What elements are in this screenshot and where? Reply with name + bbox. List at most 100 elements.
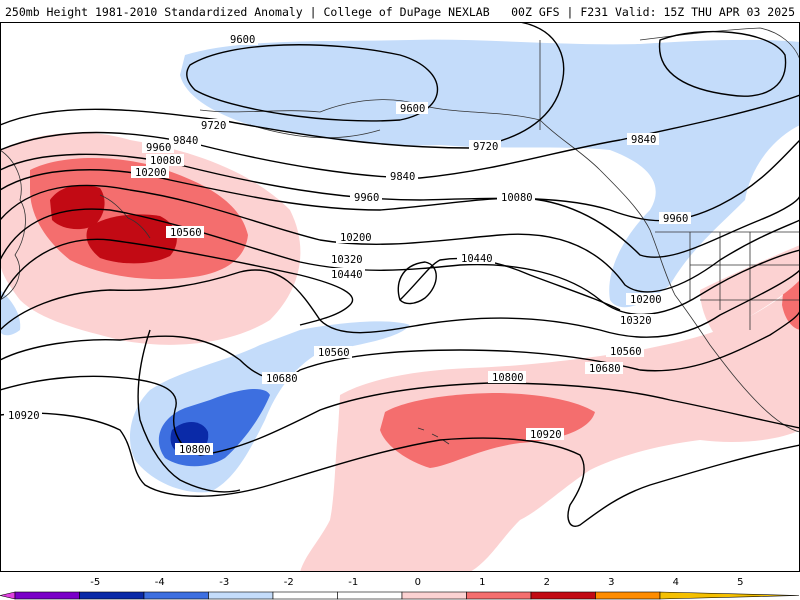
contour-label: 10080: [146, 154, 184, 167]
map-header: 250mb Height 1981-2010 Standardized Anom…: [0, 0, 800, 22]
legend-swatch: [401, 591, 467, 600]
legend-swatch: [79, 591, 145, 600]
svg-text:10320: 10320: [620, 315, 652, 327]
legend-swatch: [208, 591, 274, 600]
contour-9600-alaska: [186, 44, 439, 122]
contour-10320: [0, 208, 800, 316]
contour-label: 9840: [627, 133, 659, 146]
map-title: 250mb Height 1981-2010 Standardized Anom…: [5, 5, 490, 19]
contour-label: 9720: [469, 140, 501, 153]
svg-text:10080: 10080: [150, 155, 182, 167]
svg-text:10080: 10080: [501, 192, 533, 204]
contour-label: 9600: [396, 102, 428, 115]
svg-text:10800: 10800: [179, 444, 211, 456]
contour-label: 10560: [606, 345, 644, 358]
svg-text:10560: 10560: [610, 346, 642, 358]
svg-text:9960: 9960: [663, 213, 688, 225]
contour-label: 10560: [166, 226, 204, 239]
contour-10560-trough: [137, 329, 241, 493]
legend-tick-label: -2: [284, 577, 294, 588]
contour-label: 10440: [327, 268, 365, 281]
height-contours: [0, 22, 800, 527]
contour-10200: [0, 184, 800, 293]
legend-swatch: [14, 591, 80, 600]
svg-text:10440: 10440: [331, 269, 363, 281]
positive-anomaly-west-ridge-core-a: [50, 185, 105, 230]
legend-tick-label: 2: [544, 577, 550, 588]
contour-label: 10320: [616, 314, 654, 327]
color-legend: -5 -4 -3 -2 -1 0 1 2 3 4 5: [0, 577, 800, 600]
svg-text:10200: 10200: [630, 294, 662, 306]
contour-label: 9840: [169, 134, 201, 147]
svg-text:10680: 10680: [589, 363, 621, 375]
legend-tick-label: 4: [673, 577, 679, 588]
coast-japan: [99, 194, 151, 239]
svg-text:9600: 9600: [400, 103, 425, 115]
legend-color-bar: [0, 591, 800, 600]
contour-label: 10800: [488, 371, 526, 384]
contour-9600-arctic: [658, 30, 787, 97]
contour-label: 9600: [226, 33, 258, 46]
svg-text:9720: 9720: [473, 141, 498, 153]
legend-swatch: [466, 591, 532, 600]
contour-label: 10200: [131, 166, 169, 179]
legend-tick-label: -4: [155, 577, 165, 588]
contour-label: 10560: [314, 346, 352, 359]
contour-9720: [0, 22, 565, 149]
svg-text:10920: 10920: [8, 410, 40, 422]
positive-anomaly-subtropical-mid: [380, 393, 595, 468]
legend-tick-labels: -5 -4 -3 -2 -1 0 1 2 3 4 5: [90, 577, 743, 588]
legend-swatch: [337, 591, 403, 600]
contour-label: 10920: [4, 409, 42, 422]
svg-text:10320: 10320: [331, 254, 363, 266]
legend-tick-label: 1: [479, 577, 485, 588]
svg-text:10560: 10560: [318, 347, 350, 359]
negative-anomaly-west-edge: [0, 290, 21, 336]
state-lines: [689, 232, 800, 330]
legend-tick-label: 3: [608, 577, 614, 588]
svg-text:10680: 10680: [266, 373, 298, 385]
svg-text:10800: 10800: [492, 372, 524, 384]
contour-label: 9960: [659, 212, 691, 225]
svg-text:9720: 9720: [201, 120, 226, 132]
svg-text:9840: 9840: [173, 135, 198, 147]
coast-aleutians: [249, 124, 381, 139]
contour-10920: [0, 412, 800, 527]
legend-swatch: [143, 591, 209, 600]
contour-label: 10920: [526, 428, 564, 441]
contour-label: 10440: [457, 252, 495, 265]
contour-label: 9720: [197, 119, 229, 132]
contour-label: 10320: [327, 253, 365, 266]
contour-10440-loop: [397, 261, 437, 305]
anomaly-map: 9600 9600 9720 9720 9840 9840 9840 9960 …: [0, 22, 800, 572]
contour-10800: [0, 375, 800, 456]
legend-swatch-max: [659, 591, 800, 600]
contour-label: 10680: [585, 362, 623, 375]
contour-9840: [0, 94, 800, 179]
legend-swatch: [595, 591, 661, 600]
contour-label: 10080: [497, 191, 535, 204]
coast-hawaii: [417, 427, 450, 445]
svg-text:9600: 9600: [230, 34, 255, 46]
svg-text:9840: 9840: [390, 171, 415, 183]
contour-label: 10200: [626, 293, 664, 306]
svg-text:10560: 10560: [170, 227, 202, 239]
contour-label: 9960: [142, 141, 174, 154]
svg-text:10440: 10440: [461, 253, 493, 265]
legend-tick-label: -3: [219, 577, 229, 588]
svg-text:9960: 9960: [146, 142, 171, 154]
svg-text:9840: 9840: [631, 134, 656, 146]
contour-label: 9960: [350, 191, 382, 204]
contour-label: 10680: [262, 372, 300, 385]
contour-label: 9840: [386, 170, 418, 183]
svg-text:10200: 10200: [340, 232, 372, 244]
contour-label: 10800: [175, 443, 213, 456]
coast-namerica-west: [599, 169, 800, 433]
legend-tick-label: -1: [348, 577, 358, 588]
contour-9960: [0, 139, 800, 222]
svg-text:9960: 9960: [354, 192, 379, 204]
contour-labels: 9600 9600 9720 9720 9840 9840 9840 9960 …: [4, 33, 691, 456]
contour-10680: [0, 309, 800, 380]
legend-tick-label: -5: [90, 577, 100, 588]
model-run-info: 00Z GFS | F231 Valid: 15Z THU APR 03 202…: [511, 5, 795, 19]
